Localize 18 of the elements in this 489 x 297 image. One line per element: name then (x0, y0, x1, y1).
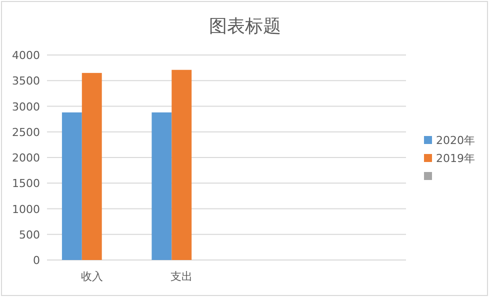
x-tick-label: 支出 (170, 270, 193, 283)
bar (62, 112, 82, 260)
legend-label: 2019年 (436, 152, 475, 165)
bar (152, 112, 172, 260)
bar (172, 70, 192, 260)
y-tick-label: 2500 (12, 126, 40, 139)
y-tick-label: 500 (19, 228, 40, 242)
bar (82, 72, 102, 260)
y-tick-label: 2000 (12, 152, 40, 164)
y-tick-label: 1500 (12, 177, 40, 190)
x-tick-label: 收入 (80, 270, 103, 283)
y-tick-label: 3500 (12, 74, 40, 88)
y-tick-label: 4000 (12, 49, 40, 62)
chart-title: 图表标题 (209, 16, 281, 37)
legend-label: 2020年 (436, 134, 475, 147)
y-tick-label: 1000 (12, 202, 40, 216)
y-tick-label: 3000 (12, 100, 40, 114)
y-tick-label: 0 (33, 254, 40, 267)
